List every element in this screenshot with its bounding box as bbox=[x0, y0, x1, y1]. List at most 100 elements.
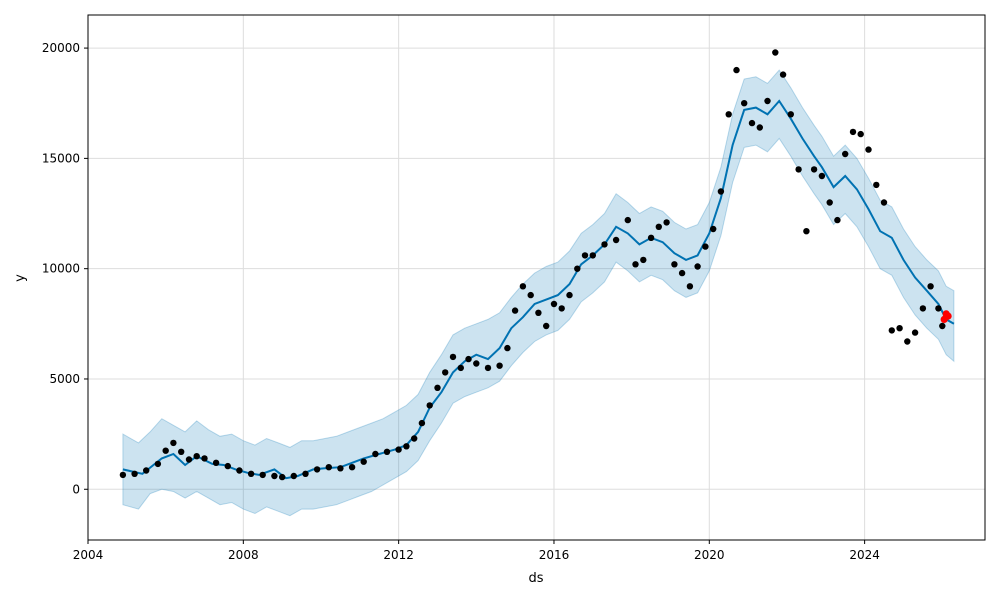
observed-point bbox=[671, 261, 678, 268]
observed-point bbox=[178, 448, 185, 455]
observed-point bbox=[911, 329, 919, 336]
observed-point bbox=[725, 111, 732, 118]
observed-point bbox=[655, 223, 662, 230]
observed-point bbox=[247, 470, 255, 477]
observed-point bbox=[279, 473, 286, 481]
observed-point bbox=[919, 305, 927, 312]
observed-point bbox=[686, 283, 694, 290]
observed-point bbox=[589, 252, 596, 259]
observed-point bbox=[403, 443, 410, 450]
observed-point bbox=[694, 263, 701, 270]
y-tick-label: 20000 bbox=[42, 41, 80, 55]
x-tick-label: 2024 bbox=[849, 548, 880, 562]
observed-point bbox=[372, 450, 379, 458]
observed-point bbox=[566, 291, 573, 299]
observed-point bbox=[193, 453, 200, 460]
observed-point bbox=[935, 305, 942, 312]
observed-point bbox=[154, 460, 162, 468]
observed-point bbox=[426, 402, 433, 409]
observed-point bbox=[224, 462, 231, 470]
observed-point bbox=[434, 384, 441, 391]
observed-point bbox=[558, 305, 565, 312]
observed-point bbox=[442, 369, 449, 376]
observed-point bbox=[457, 364, 464, 372]
observed-point bbox=[880, 199, 888, 206]
observed-point bbox=[678, 269, 686, 277]
observed-point bbox=[201, 455, 208, 462]
observed-point bbox=[484, 364, 492, 372]
observed-point bbox=[865, 146, 872, 153]
observed-point bbox=[756, 124, 763, 131]
observed-point bbox=[465, 355, 472, 363]
observed-point bbox=[896, 325, 903, 332]
y-tick-label: 0 bbox=[72, 482, 80, 496]
y-axis-ticks: 0 5000 10000 15000 20000 bbox=[42, 41, 88, 496]
observed-point bbox=[574, 265, 581, 272]
x-tick-label: 2016 bbox=[539, 548, 570, 562]
observed-point bbox=[710, 225, 717, 233]
observed-point bbox=[764, 97, 771, 105]
grid-lines bbox=[87, 15, 985, 540]
observed-point bbox=[411, 435, 418, 442]
observed-point bbox=[325, 464, 332, 471]
y-axis-label: y bbox=[13, 274, 28, 282]
observed-point bbox=[601, 241, 608, 248]
observed-point bbox=[504, 344, 511, 352]
observed-point bbox=[543, 322, 550, 330]
x-tick-label: 2004 bbox=[73, 548, 104, 562]
observed-point bbox=[185, 456, 193, 463]
observed-point bbox=[733, 66, 740, 74]
observed-point bbox=[772, 49, 779, 56]
observed-point bbox=[496, 362, 503, 369]
observed-point bbox=[927, 283, 934, 290]
y-tick-label: 10000 bbox=[42, 262, 80, 276]
observed-point bbox=[527, 291, 534, 299]
uncertainty-band bbox=[122, 69, 955, 517]
observed-point bbox=[888, 327, 895, 334]
observed-point bbox=[779, 71, 787, 78]
observed-point bbox=[741, 100, 748, 107]
observed-point bbox=[271, 472, 278, 480]
uncertainty-band-layer bbox=[122, 69, 955, 517]
x-tick-label: 2020 bbox=[694, 548, 725, 562]
observed-point bbox=[612, 236, 620, 244]
observed-point bbox=[511, 307, 519, 314]
observed-point bbox=[519, 283, 527, 290]
observed-point bbox=[842, 150, 849, 158]
observed-point bbox=[803, 228, 810, 235]
recent-point bbox=[944, 312, 952, 320]
x-tick-label: 2012 bbox=[383, 548, 414, 562]
x-axis-ticks: 2004 2008 2012 2016 2020 2024 bbox=[73, 540, 880, 562]
observed-point bbox=[360, 458, 367, 465]
observed-point bbox=[337, 465, 344, 472]
observed-point bbox=[550, 300, 558, 308]
observed-point bbox=[849, 128, 857, 136]
observed-point bbox=[795, 166, 802, 173]
recent-points-layer bbox=[940, 310, 952, 323]
observed-point bbox=[826, 199, 833, 206]
observed-point bbox=[418, 419, 426, 427]
observed-point bbox=[473, 360, 480, 367]
y-tick-label: 5000 bbox=[49, 372, 80, 386]
observed-points-layer bbox=[119, 49, 946, 481]
observed-point bbox=[663, 219, 670, 226]
observed-point bbox=[834, 216, 841, 224]
observed-point bbox=[535, 309, 542, 316]
forecast-line-layer bbox=[122, 99, 955, 480]
observed-point bbox=[632, 261, 639, 268]
observed-point bbox=[131, 470, 138, 477]
observed-point bbox=[647, 234, 655, 241]
observed-point bbox=[857, 130, 864, 138]
observed-point bbox=[395, 446, 402, 453]
observed-point bbox=[348, 464, 356, 471]
observed-point bbox=[818, 172, 826, 180]
observed-point bbox=[290, 472, 297, 480]
observed-point bbox=[904, 338, 911, 345]
observed-point bbox=[702, 243, 709, 250]
observed-point bbox=[119, 471, 127, 479]
y-tick-label: 15000 bbox=[42, 151, 80, 165]
observed-point bbox=[313, 466, 321, 473]
x-axis-label: ds bbox=[528, 571, 543, 586]
observed-point bbox=[717, 188, 725, 195]
